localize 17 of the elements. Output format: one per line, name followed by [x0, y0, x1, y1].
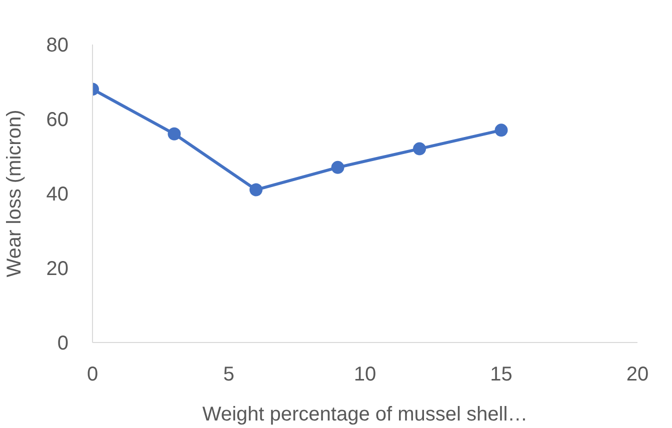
y-axis-title: Wear loss (micron) [3, 110, 26, 278]
y-tick-label: 20 [46, 258, 69, 280]
x-axis-title: Weight percentage of mussel shell… [202, 404, 528, 426]
x-tick-label: 0 [86, 364, 98, 386]
point [250, 183, 262, 196]
y-tick-label: 0 [57, 332, 68, 354]
point [413, 142, 426, 156]
x-tick-label: 20 [626, 364, 649, 386]
point [168, 127, 181, 140]
x-tick-label: 10 [354, 364, 376, 386]
x-tick-label: 5 [223, 364, 234, 386]
y-tick-label: 80 [46, 34, 69, 56]
point [494, 124, 508, 137]
y-tick-label: 60 [46, 109, 69, 131]
point [331, 160, 344, 174]
y-tick-label: 40 [46, 184, 69, 206]
x-tick-label: 15 [490, 364, 512, 386]
